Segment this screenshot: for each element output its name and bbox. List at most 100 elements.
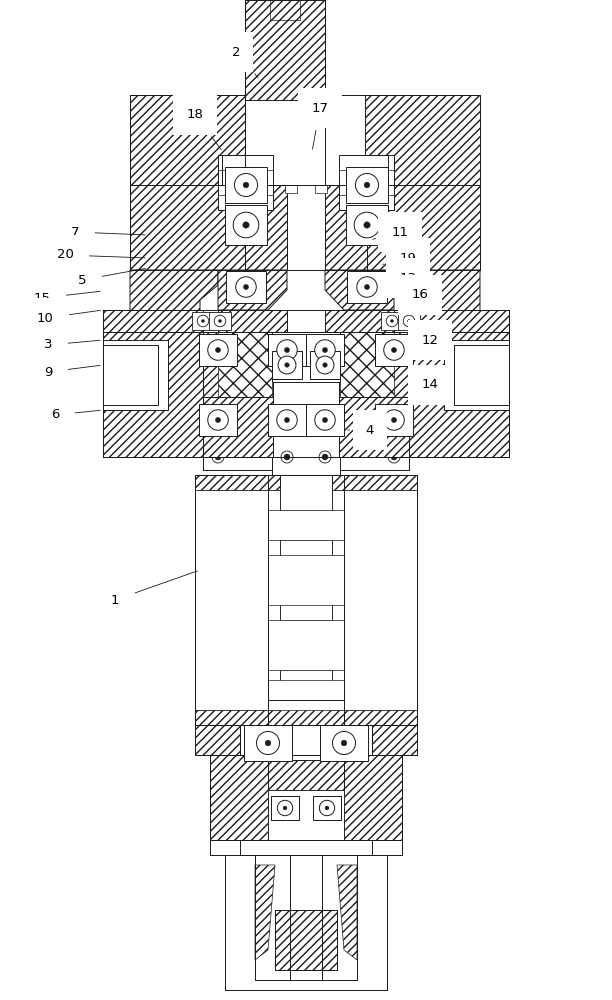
- Polygon shape: [340, 332, 394, 397]
- Bar: [195, 725, 240, 755]
- Bar: [226, 271, 266, 303]
- Text: 15: 15: [34, 291, 100, 304]
- Bar: [313, 796, 341, 820]
- Bar: [346, 167, 388, 203]
- Polygon shape: [218, 310, 287, 332]
- Bar: [375, 404, 413, 436]
- Text: 3: 3: [43, 338, 100, 352]
- Bar: [103, 310, 203, 332]
- Polygon shape: [218, 332, 272, 397]
- Text: 16: 16: [403, 288, 428, 302]
- Polygon shape: [325, 310, 394, 332]
- Bar: [320, 725, 368, 761]
- Ellipse shape: [207, 340, 228, 360]
- Bar: [272, 332, 340, 382]
- Circle shape: [345, 265, 355, 275]
- Bar: [272, 351, 302, 379]
- Bar: [203, 397, 273, 457]
- Ellipse shape: [285, 347, 289, 353]
- Ellipse shape: [392, 347, 397, 353]
- Bar: [346, 205, 388, 245]
- Bar: [200, 495, 275, 705]
- Ellipse shape: [403, 315, 415, 327]
- Ellipse shape: [386, 315, 398, 327]
- Ellipse shape: [384, 410, 405, 430]
- Ellipse shape: [283, 806, 287, 810]
- Bar: [365, 95, 480, 185]
- Ellipse shape: [316, 356, 334, 374]
- Ellipse shape: [244, 284, 248, 290]
- Ellipse shape: [315, 410, 335, 430]
- Ellipse shape: [356, 173, 378, 197]
- Ellipse shape: [357, 277, 377, 297]
- Ellipse shape: [277, 340, 297, 360]
- Ellipse shape: [332, 731, 356, 755]
- Text: 7: 7: [71, 226, 145, 238]
- Bar: [210, 755, 268, 840]
- Text: 2: 2: [232, 45, 258, 78]
- Text: 11: 11: [373, 226, 408, 239]
- Polygon shape: [325, 270, 394, 310]
- Bar: [268, 510, 344, 540]
- Text: 17: 17: [312, 102, 329, 149]
- Text: 18: 18: [187, 108, 222, 150]
- Ellipse shape: [233, 212, 259, 238]
- Bar: [192, 312, 214, 330]
- Bar: [372, 725, 417, 755]
- Bar: [130, 185, 245, 270]
- Ellipse shape: [234, 173, 258, 197]
- Ellipse shape: [215, 347, 220, 353]
- Text: 10: 10: [37, 310, 100, 324]
- Ellipse shape: [218, 320, 222, 322]
- Ellipse shape: [285, 417, 289, 423]
- Bar: [409, 310, 509, 332]
- Circle shape: [281, 451, 293, 463]
- Bar: [344, 755, 402, 840]
- Bar: [347, 271, 387, 303]
- Bar: [268, 404, 306, 436]
- Bar: [285, 185, 297, 193]
- Bar: [325, 185, 367, 270]
- Bar: [103, 340, 168, 410]
- Ellipse shape: [201, 320, 204, 322]
- Bar: [268, 790, 344, 840]
- Bar: [444, 340, 509, 410]
- Circle shape: [223, 265, 233, 275]
- Ellipse shape: [384, 340, 405, 360]
- Text: 20: 20: [56, 248, 145, 261]
- Polygon shape: [394, 270, 480, 330]
- Bar: [271, 796, 299, 820]
- Text: 19: 19: [382, 251, 416, 264]
- Text: 5: 5: [78, 268, 145, 286]
- Text: 9: 9: [44, 365, 100, 378]
- Ellipse shape: [364, 222, 370, 228]
- Ellipse shape: [341, 740, 347, 746]
- Ellipse shape: [315, 340, 335, 360]
- Bar: [375, 334, 413, 366]
- Bar: [203, 332, 273, 397]
- Ellipse shape: [277, 410, 297, 430]
- Ellipse shape: [265, 740, 271, 746]
- Bar: [337, 495, 412, 705]
- Bar: [103, 332, 203, 457]
- Circle shape: [319, 451, 331, 463]
- Bar: [130, 95, 245, 185]
- Bar: [310, 351, 340, 379]
- Ellipse shape: [364, 182, 370, 188]
- Bar: [398, 312, 420, 330]
- Bar: [199, 334, 237, 366]
- Polygon shape: [130, 270, 218, 330]
- Text: 13: 13: [393, 271, 417, 284]
- Circle shape: [215, 454, 221, 460]
- Bar: [268, 334, 306, 366]
- Bar: [195, 490, 280, 710]
- Ellipse shape: [214, 315, 226, 327]
- Ellipse shape: [277, 800, 293, 816]
- Text: 14: 14: [418, 378, 438, 391]
- Circle shape: [377, 265, 387, 275]
- Bar: [454, 345, 509, 405]
- Bar: [306, 404, 344, 436]
- Circle shape: [284, 454, 290, 460]
- Ellipse shape: [325, 806, 329, 810]
- Ellipse shape: [207, 410, 228, 430]
